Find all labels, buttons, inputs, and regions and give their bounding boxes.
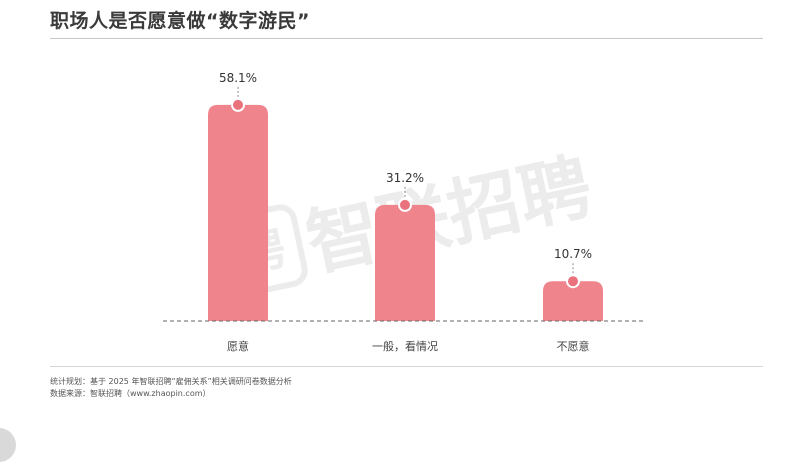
data-label: 58.1% — [219, 71, 257, 85]
footer-divider — [50, 366, 763, 367]
bar-group-2: 10.7% 不愿意 — [543, 247, 603, 353]
title-divider — [50, 38, 763, 39]
bar — [543, 281, 603, 321]
bar-marker — [398, 197, 412, 212]
bar — [208, 104, 268, 321]
source-note: 数据来源：智联招聘（www.zhaopin.com） — [50, 389, 211, 398]
data-label: 31.2% — [386, 171, 424, 185]
bar-marker — [566, 274, 580, 289]
bar-group-0: 58.1% 愿意 — [208, 71, 268, 353]
category-label: 愿意 — [227, 339, 249, 353]
bars-layer: 58.1% 愿意 31.2% 一般，看情况 10.7% 不愿意 — [208, 71, 603, 353]
category-label: 一般，看情况 — [372, 339, 438, 353]
watermark-text: 智联招聘 — [299, 144, 598, 286]
category-label: 不愿意 — [557, 339, 590, 353]
bar — [375, 204, 435, 321]
page-title: 职场人是否愿意做“数字游民” — [50, 10, 310, 32]
bar-marker — [231, 97, 245, 112]
bar-group-1: 31.2% 一般，看情况 — [372, 171, 438, 353]
data-label: 10.7% — [554, 247, 592, 261]
corner-circle-button[interactable] — [0, 428, 16, 462]
method-note: 统计规划：基于 2025 年智联招聘“雇佣关系”相关调研问卷数据分析 — [50, 377, 292, 386]
